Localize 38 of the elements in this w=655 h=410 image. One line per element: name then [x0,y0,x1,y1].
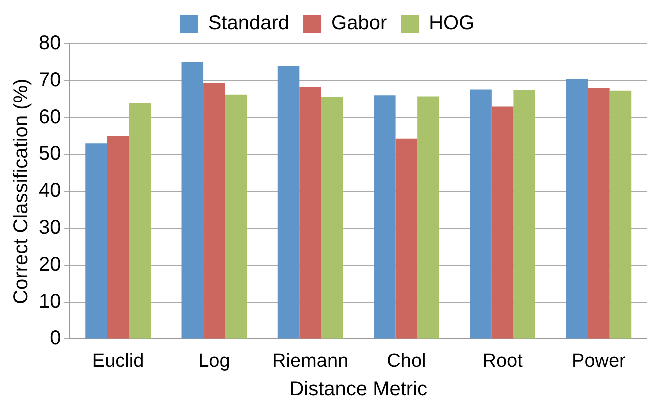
bar [470,90,492,339]
y-tick-label: 50 [38,143,62,166]
bar [86,144,108,339]
x-axis-title: Distance Metric [290,378,428,401]
bar [278,66,300,339]
bar [204,83,226,339]
bar [374,96,396,339]
bar [225,94,248,339]
legend-label: Standard [208,12,290,35]
bar [610,90,632,339]
y-axis-title: Correct Classification (%) [10,78,33,304]
x-tick-label: Power [572,350,627,372]
x-tick-label: Euclid [92,350,144,372]
legend-label: HOG [429,12,475,35]
x-tick-label: Root [482,350,524,372]
y-tick-label: 0 [50,328,62,350]
x-tick-label: Log [198,350,230,372]
bar [396,138,418,339]
y-tick-label: 30 [38,217,62,240]
y-tick-label: 60 [38,106,62,128]
x-tick-label: Riemann [272,350,349,372]
bar [129,103,151,339]
bar [418,96,440,339]
bar [107,136,130,339]
legend-label: Gabor [332,12,388,35]
y-tick-label: 20 [38,254,62,276]
bar [566,79,588,339]
y-tick-label: 80 [38,32,62,55]
x-tick-label: Chol [387,350,426,372]
bar [321,98,344,339]
bar [588,88,610,339]
bar [300,88,322,339]
y-tick-label: 10 [38,290,62,313]
bar [182,62,204,339]
bar [514,90,536,339]
y-tick-label: 40 [38,180,62,202]
y-tick-label: 70 [38,69,62,92]
bar [492,106,514,339]
